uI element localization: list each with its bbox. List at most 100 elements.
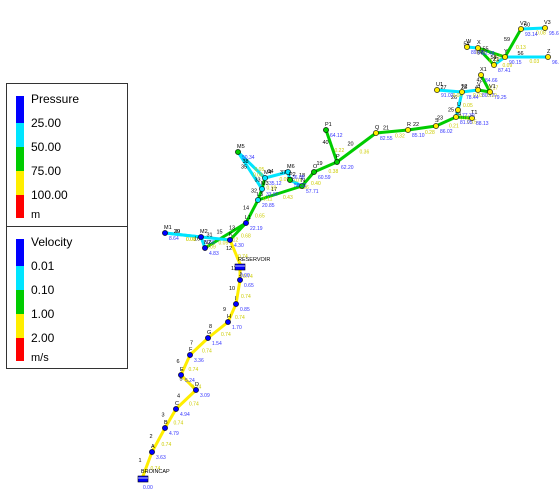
- junction-value-Z1: 87.41: [498, 68, 511, 74]
- pipe-12: [228, 238, 242, 266]
- junction-Q: [373, 130, 379, 136]
- junction-value-Z: 96.30: [552, 60, 559, 66]
- junction-V1: [487, 89, 493, 95]
- pipe-label-9: 9: [223, 307, 226, 313]
- pipe-label-29: 29: [174, 229, 180, 235]
- junction-value-X1: 84.66: [485, 78, 498, 84]
- pipe-label-33: 33: [255, 178, 261, 184]
- pipe-label-40: 40: [323, 140, 329, 146]
- pipe-38: [236, 150, 267, 180]
- pipe-label-58: 58: [491, 55, 497, 61]
- junction-label-M2: M2: [200, 229, 208, 235]
- junction-value-Q: 82.55: [380, 136, 393, 142]
- pipe-value-31: 0.05: [219, 241, 229, 247]
- pipe-40: [324, 128, 339, 164]
- pipe-label-57: 57: [477, 51, 483, 57]
- pipe-value-34: 0.09: [280, 177, 290, 183]
- junction-T1: [469, 115, 475, 121]
- junction-C: [173, 406, 179, 412]
- pipe-value-8: 0.74: [221, 332, 231, 338]
- junction-N: [299, 183, 305, 189]
- pressure-break-4: 100.00: [31, 188, 68, 202]
- pipe-15: [203, 221, 248, 250]
- junction-value-M4: 35.12: [269, 181, 282, 187]
- pressure-break-3: 75.00: [31, 164, 62, 178]
- pressure-unit: m: [31, 209, 41, 221]
- pipe-label-21: 21: [383, 126, 389, 132]
- junction-label-J: J: [239, 272, 242, 278]
- velocity-swatch-green: [16, 290, 24, 314]
- pipe-value-22: 0.28: [425, 130, 435, 136]
- junction-X1: [478, 72, 484, 78]
- junction-label-M3: M3: [261, 181, 269, 187]
- junction-label-V1: V1: [489, 84, 496, 90]
- pipe-value-42: 0.17: [489, 86, 499, 92]
- junction-label-P2: P2: [289, 172, 296, 178]
- pipe-9: [226, 302, 238, 324]
- junction-label-A: A: [151, 444, 155, 450]
- junction-K: [227, 237, 233, 243]
- junction-value-V2: 93.14: [525, 32, 538, 38]
- pipe-42: [479, 73, 492, 94]
- junction-label-H: H: [227, 314, 231, 320]
- pipe-8: [206, 320, 230, 340]
- junction-A: [149, 449, 155, 455]
- junction-label-G: G: [207, 330, 211, 336]
- junction-W: [464, 44, 470, 50]
- junction-M6: [285, 169, 291, 175]
- reservoir-RESERVOIR: [234, 263, 246, 271]
- pipe-1: [141, 450, 154, 478]
- pipe-3: [163, 407, 178, 430]
- pipe-label-42: 42: [477, 78, 483, 84]
- pipe-label-35: 35: [241, 165, 247, 171]
- junction-value-N: 57.71: [306, 189, 319, 195]
- pipe-label-24: 24: [455, 112, 461, 118]
- pipe-5: [179, 373, 198, 392]
- pipe-6: [179, 353, 192, 377]
- junction-D: [193, 387, 199, 393]
- velocity-unit: m/s: [31, 352, 49, 364]
- junction-value-E: 5.24: [185, 378, 195, 384]
- velocity-swatch-yellow: [16, 314, 24, 338]
- pressure-swatch-blue: [16, 96, 24, 123]
- junction-label-N: N: [301, 178, 305, 184]
- velocity-swatch-red: [16, 338, 24, 361]
- junction-value-G: 1.54: [212, 341, 222, 347]
- junction-label-V2: V2: [520, 21, 527, 27]
- junction-value-H: 1.70: [232, 325, 242, 331]
- junction-label-S: S: [435, 118, 439, 124]
- pipe-value-25: 0.06: [460, 116, 470, 122]
- pipe-label-27: 27: [441, 85, 447, 91]
- junction-value-S: 86.02: [440, 129, 453, 135]
- junction-value-T2: 78.44: [466, 95, 479, 101]
- junction-T: [453, 114, 459, 120]
- pipe-value-10: 0.74: [241, 294, 251, 300]
- pipe-label-13: 13: [229, 226, 235, 232]
- junction-value-N2: 4.83: [209, 251, 219, 257]
- pipe-label-31: 31: [207, 233, 213, 239]
- pipe-value-60: 0.08: [536, 31, 546, 37]
- junction-E: [178, 372, 184, 378]
- junction-label-P1: P1: [325, 122, 332, 128]
- reservoir-value-RESERVOIR: 0.00: [240, 273, 250, 279]
- reservoir-BROINCAP: [137, 475, 149, 483]
- pipe-value-12: 0.74: [238, 254, 248, 260]
- pipe-value-11: 0.74: [243, 274, 253, 280]
- junction-value-X: 92.48: [482, 51, 495, 57]
- junction-label-B: B: [164, 420, 168, 426]
- pipe-value-21: 0.32: [395, 134, 405, 140]
- junction-value-L1: 22.19: [250, 226, 263, 232]
- pipe-value-14: 0.65: [255, 214, 265, 220]
- junction-value-Y: 90.15: [509, 60, 522, 66]
- junction-label-X: X: [477, 40, 481, 46]
- junction-label-C: C: [175, 401, 179, 407]
- pipe-label-17: 17: [271, 187, 277, 193]
- junction-value-F: 3.36: [194, 358, 204, 364]
- pipe-label-38: 38: [243, 159, 249, 165]
- pipe-7: [188, 336, 210, 357]
- junction-R: [405, 127, 411, 133]
- junction-Z: [545, 54, 551, 60]
- pipe-value-9: 0.74: [235, 315, 245, 321]
- junction-value-U1: 91.02: [441, 93, 454, 99]
